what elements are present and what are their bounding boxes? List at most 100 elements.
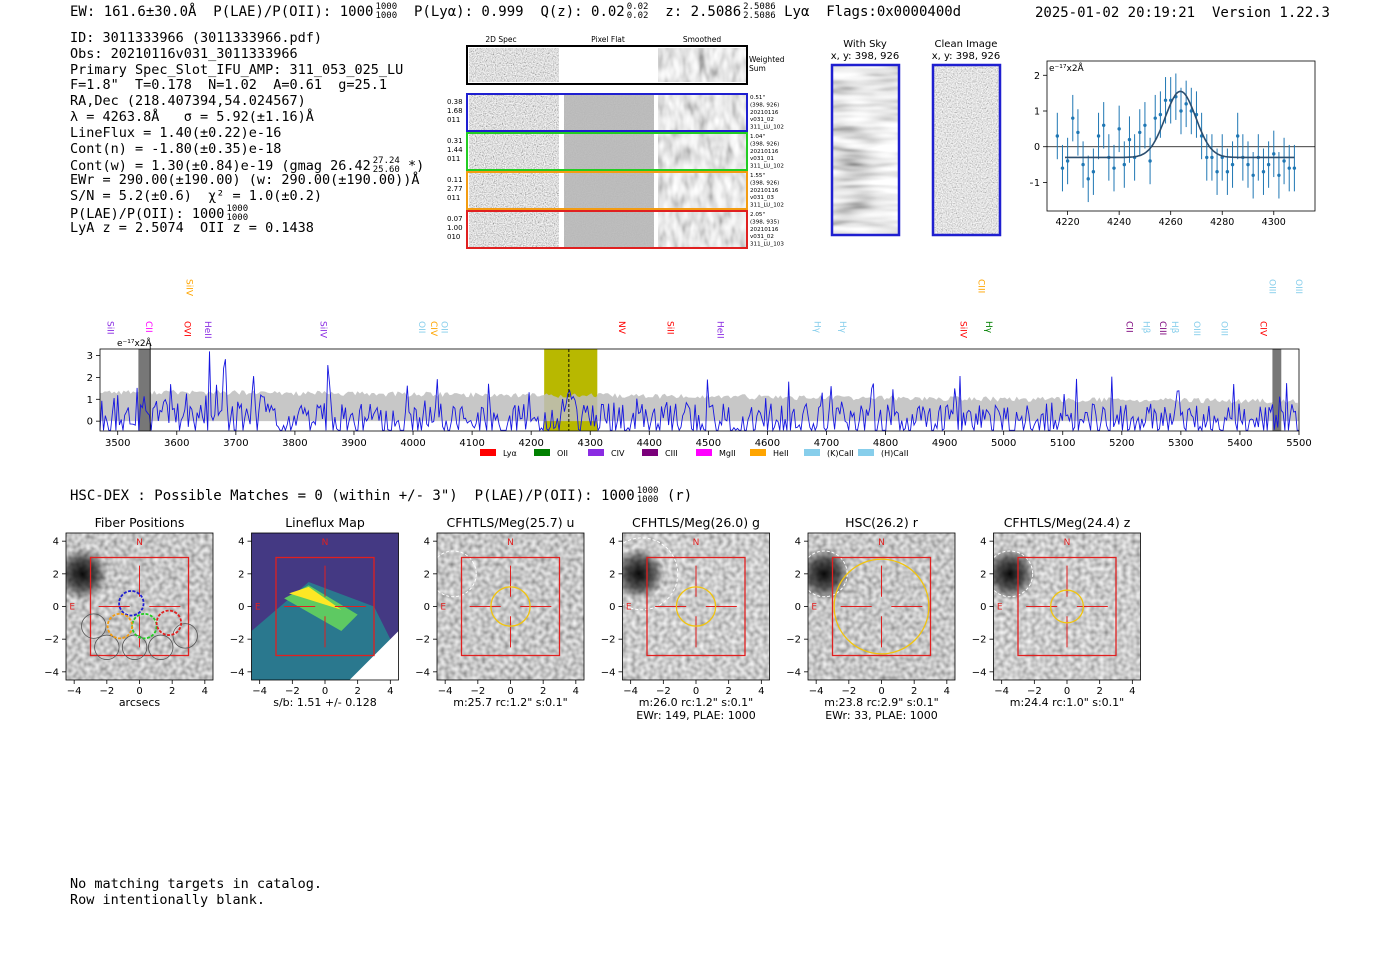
stamp-caption: m:23.8 rc:2.9" s:0.1" (824, 696, 939, 709)
hsc-band: (r) (666, 488, 693, 504)
stamp-title: CFHTLS/Meg(26.0) g (632, 515, 760, 530)
full-spectrum-plot: 3500 3600 3700 3800 3900 4000 4100 4200 4300 4400… (87, 279, 1312, 458)
cutout-detail: 311_LU_103 (750, 242, 784, 248)
fit-data-point (1117, 127, 1121, 131)
fiber-outline (121, 634, 148, 660)
stamp-ytick-label: −4 (601, 667, 616, 678)
cutout-2d-spec (469, 212, 559, 247)
legend-label: OII (557, 449, 568, 458)
spectrum-xtick-label: 5400 (1227, 438, 1252, 449)
col-2d-spec: 2D Spec (485, 35, 516, 44)
weighted-label: Weighted (749, 55, 785, 64)
fit-data-point (1086, 177, 1090, 181)
cutout-detail: v031_01 (750, 156, 774, 162)
cutout-2d-spec (469, 173, 559, 208)
legend-label: CIII (665, 449, 678, 458)
spectrum-xtick-label: 5200 (1109, 438, 1134, 449)
info-sn: S/N = 5.2(±0.6) χ² = 1.0(±0.2) (70, 187, 322, 204)
spectral-line-label: CIV (1258, 321, 1268, 337)
stamp-xtick-label: −2 (470, 686, 485, 697)
stamp-ytick-label: 2 (53, 569, 59, 580)
info-lyaz: LyA z = 2.5074 OII z = 0.1438 (70, 219, 314, 236)
cutout-stat: 0.31 (447, 137, 463, 145)
stamp-ytick-label: 2 (980, 569, 986, 580)
cutout-stat: 0.07 (447, 215, 463, 223)
line-fit-plot: e⁻¹⁷x2Å 4220 4240 4260 4280 4300 2 1 0 −1 (1030, 60, 1316, 228)
spectrum-ytick-label: 2 (87, 373, 93, 384)
stamp-ytick-label: 0 (238, 602, 244, 613)
header-z-range: 2.5086 2.5086 (743, 2, 776, 21)
cutout-pixel-flat (564, 212, 654, 247)
stamp-ytick-label: 0 (424, 602, 430, 613)
stamp-xtick-label: 2 (1096, 686, 1102, 697)
stamp-box (831, 556, 932, 657)
catalog-ellipse (993, 550, 1034, 598)
fit-data-point (1143, 123, 1147, 127)
clean-image-frame (931, 63, 1002, 237)
legend-label: (H)CaII (881, 449, 908, 458)
fit-data-point (1246, 162, 1250, 167)
info-id: ID: 3011333966 (3011333966.pdf) (70, 30, 322, 46)
header-qz: Q(z): 0.02 (540, 4, 625, 20)
cutout-detail: (398, 926) (750, 102, 779, 108)
fit-ylabel: e⁻¹⁷x2Å (1049, 62, 1085, 74)
spectrum-xtick-label: 3800 (282, 438, 307, 449)
cutout-row-frame (466, 132, 748, 171)
fit-data-point (1060, 166, 1065, 170)
stamp-xtick-label: 0 (136, 686, 142, 697)
cutout-row-frame (466, 171, 748, 210)
info-radec: RA,Dec (218.407394,54.024567) (70, 93, 306, 110)
aperture-circle (675, 586, 717, 627)
legend-swatch (804, 449, 820, 456)
spectrum-xtick-label: 3500 (105, 438, 130, 449)
col-smoothed: Smoothed (683, 35, 722, 44)
spectrum-ylabel: e⁻¹⁷x2Å (117, 337, 153, 349)
fit-data-point (1138, 130, 1142, 135)
stamp-ytick-label: 2 (424, 569, 430, 580)
fit-xtick-label: 4280 (1210, 217, 1234, 228)
cutout-detail: v031_03 (750, 195, 774, 201)
spectrum-frame (99, 348, 1300, 432)
spectral-line-label: CII (1124, 321, 1134, 333)
header-plae-range: 1000 1000 (375, 2, 398, 21)
header-ew: EW: 161.6±30.0Å (70, 4, 197, 20)
spectral-line-label: OIII (1191, 321, 1201, 336)
cutout-detail: 2.05" (750, 212, 765, 218)
stamp-panel: N E Lineflux Map −4 −2 0 2 4 4 2 0 −2 −4 s/b: 1.51 +/… (230, 515, 399, 709)
stamp-xtick-label: 0 (878, 686, 884, 697)
spectrum-xtick-label: 4100 (459, 438, 484, 449)
fit-ytick-label: 0 (1034, 142, 1040, 153)
weighted-smoothed (658, 48, 746, 82)
fiber-outline (148, 634, 174, 660)
cutout-stat: 011 (447, 194, 460, 202)
fit-data-point (1148, 159, 1152, 163)
fit-data-point (1225, 170, 1230, 174)
stamp-xtick-label: −2 (656, 686, 671, 697)
cutout-pixel-flat (564, 173, 654, 208)
spectral-line-label: OVI (182, 321, 192, 337)
fit-data-point (1261, 170, 1266, 174)
clean-image-title: Clean Image (935, 39, 998, 50)
with-sky-image (833, 66, 898, 234)
hsc-text: HSC-DEX : Possible Matches = 0 (within +… (70, 488, 635, 504)
legend-label: CIV (611, 449, 625, 458)
spectral-line-label: Hγ (837, 321, 847, 334)
spectral-line-label: SiII (105, 321, 115, 335)
spectrum-line (99, 351, 1299, 432)
north-label: N (878, 538, 885, 548)
col-pixel-flat: Pixel Flat (591, 35, 625, 44)
spectral-line-label: OII (438, 321, 448, 333)
legend-swatch (696, 449, 712, 456)
fit-data-point (1163, 98, 1168, 102)
fit-data-point (1096, 134, 1101, 138)
cutout-smoothed (658, 173, 746, 208)
fiber-outline (172, 623, 198, 649)
imaging-stamps-row: N E Fiber Positions −4 −2 0 2 4 4 2 0 −2 −4 arcsecs N E… (44, 515, 1141, 722)
cutout-detail: v031_02 (750, 234, 774, 240)
fit-ytick-label: −1 (1030, 178, 1040, 189)
east-label: E (811, 603, 817, 613)
fit-data-point (1287, 166, 1291, 170)
fiber-position (106, 612, 134, 640)
spectral-line-label: SiIV (183, 279, 193, 297)
